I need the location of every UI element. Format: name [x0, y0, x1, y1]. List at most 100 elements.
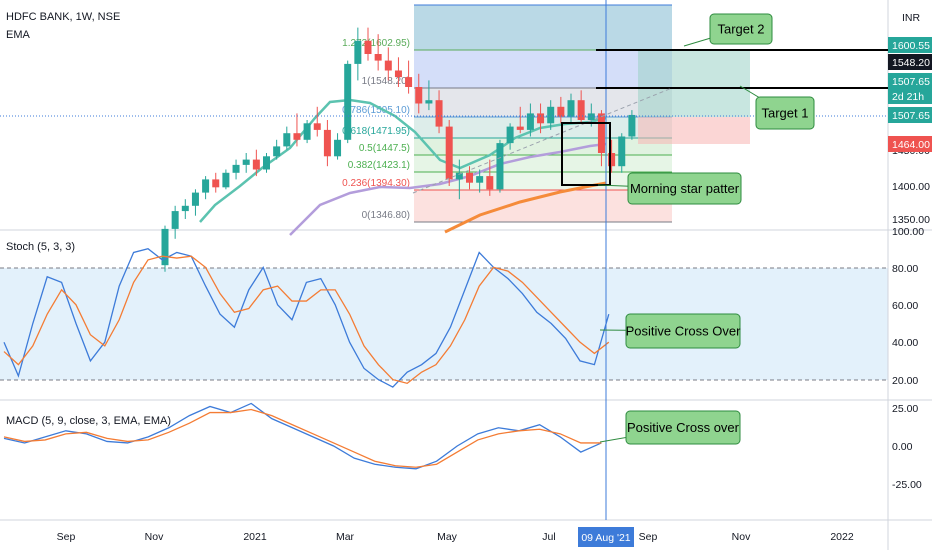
candle-body [161, 228, 169, 266]
price-tick: 1400.00 [892, 181, 930, 193]
drawings[interactable]: Target 2 Target 1 Morning star patter Posit… [0, 0, 888, 520]
candle-body [334, 139, 342, 157]
price-badge-text: 1464.00 [892, 139, 930, 151]
macd-tick: 25.00 [892, 403, 918, 415]
time-tick: Sep [639, 531, 658, 543]
candle-body [557, 106, 565, 117]
candle-body [496, 143, 504, 190]
fib-level-label: 0(1346.80) [362, 210, 410, 221]
target2-callout-box [709, 13, 773, 45]
time-tick: 2022 [830, 531, 854, 543]
price-badge [888, 136, 932, 152]
stoch-label: Stoch (5, 3, 3) [6, 241, 75, 253]
price-badge-text: 1507.65 [892, 76, 930, 88]
stoch-tick: 60.00 [892, 300, 918, 312]
axes: 1400.001350.001450.00INR1600.551548.2015… [57, 12, 932, 547]
target2-callout[interactable]: Target 2 [683, 13, 773, 47]
candle-body [506, 126, 514, 144]
candle-body [587, 113, 595, 120]
fib-zone [414, 5, 672, 50]
morning-star-box [561, 122, 611, 186]
candle-body [415, 87, 423, 104]
ema-label: EMA [6, 29, 31, 41]
candle-body [171, 211, 179, 229]
morning-star-callout-box [627, 172, 742, 205]
morning-star-callout[interactable]: Morning star patter [597, 172, 742, 205]
candle-body [283, 133, 291, 147]
candle-body [222, 172, 230, 188]
candle-body [394, 70, 402, 78]
candle-body [526, 113, 534, 130]
candle-body [618, 136, 626, 167]
macd-cross-callout-text: Positive Cross over [627, 420, 740, 435]
time-tick: 2021 [243, 531, 267, 543]
price-tick: 1350.00 [892, 214, 930, 226]
candle-body [323, 129, 331, 157]
target1-callout[interactable]: Target 1 [739, 85, 815, 130]
price-badge [888, 37, 932, 53]
stoch-cross-callout[interactable]: Positive Cross Over [599, 313, 741, 349]
candle-body [597, 113, 605, 153]
candle-body [455, 172, 463, 180]
stoch-tick: 40.00 [892, 337, 918, 349]
candle-body [181, 205, 189, 212]
target1-callout-box [755, 96, 815, 130]
fib-zone [414, 138, 672, 155]
target1-callout-text: Target 1 [762, 106, 809, 121]
profit-zone [638, 50, 750, 117]
candle-body [374, 54, 382, 61]
candle-body [425, 100, 433, 104]
currency-label: INR [902, 12, 921, 24]
candle-body [273, 146, 281, 157]
price-badge [888, 88, 932, 104]
ema-mid-line [289, 142, 607, 236]
fib-zone [414, 50, 672, 88]
price-badge-text: 2d 21h [892, 91, 924, 103]
candle-body [466, 172, 473, 183]
time-tick: Mar [336, 531, 355, 543]
candle-body [435, 100, 443, 127]
candle-body [293, 133, 301, 140]
macd-cross-callout-box [625, 410, 741, 445]
price-badge-text: 1548.20 [892, 57, 930, 69]
price-badge-text: 1600.55 [892, 40, 930, 52]
macd-signal-line [3, 408, 602, 468]
candle-body [303, 123, 311, 140]
candle-body [344, 63, 352, 140]
macd-label: MACD (5, 9, close, 3, EMA, EMA) [6, 415, 171, 427]
candle-body [252, 159, 260, 170]
candle-body [405, 77, 413, 87]
time-tick: Sep [57, 531, 76, 543]
fib-level-label: 0.618(1471.95) [342, 126, 410, 137]
time-tick: May [437, 531, 458, 543]
candle-body [263, 156, 270, 170]
fib-level-label: 0.786(1505.10) [342, 105, 410, 116]
macd-tick: 0.00 [892, 441, 913, 453]
macd-tick: -25.00 [892, 479, 922, 491]
candle-body [476, 176, 484, 183]
candle-body [577, 100, 585, 120]
candle-body [313, 123, 321, 130]
candlesticks [161, 27, 636, 272]
fib-level-label: 0.382(1423.1) [348, 160, 410, 171]
fib-level-label: 0.5(1447.5) [359, 143, 410, 154]
macd-lines [3, 402, 602, 470]
price-badge-text: 1507.65 [892, 110, 930, 122]
candle-body [547, 106, 555, 124]
stoch-tick: 20.00 [892, 375, 918, 387]
time-tick: Jul [542, 531, 555, 543]
stoch-tick: 100.00 [892, 226, 924, 238]
candle-body [628, 114, 636, 137]
fib-zone [414, 88, 672, 117]
fib-level-label: 1.272(1602.95) [342, 38, 410, 49]
fib-level-label: 1(1548.20) [362, 76, 410, 87]
time-highlight-badge [578, 527, 634, 547]
time-highlight-text: 09 Aug '21 [581, 532, 630, 544]
stoch-k-line [3, 247, 610, 388]
morning-star-callout-text: Morning star patter [630, 181, 740, 196]
candle-body [242, 159, 250, 165]
price-badge [888, 54, 932, 70]
candle-body [608, 153, 616, 167]
macd-cross-callout[interactable]: Positive Cross over [599, 410, 741, 445]
